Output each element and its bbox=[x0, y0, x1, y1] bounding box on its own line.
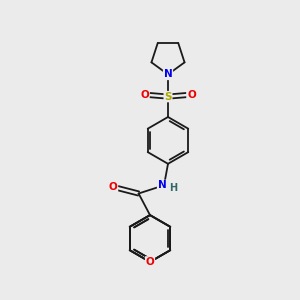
Text: N: N bbox=[164, 69, 172, 80]
Text: H: H bbox=[169, 183, 178, 194]
Text: O: O bbox=[140, 90, 149, 100]
Text: O: O bbox=[187, 90, 196, 100]
Text: S: S bbox=[164, 92, 172, 102]
Text: O: O bbox=[146, 257, 154, 267]
Text: O: O bbox=[109, 182, 118, 192]
Text: N: N bbox=[158, 180, 166, 190]
